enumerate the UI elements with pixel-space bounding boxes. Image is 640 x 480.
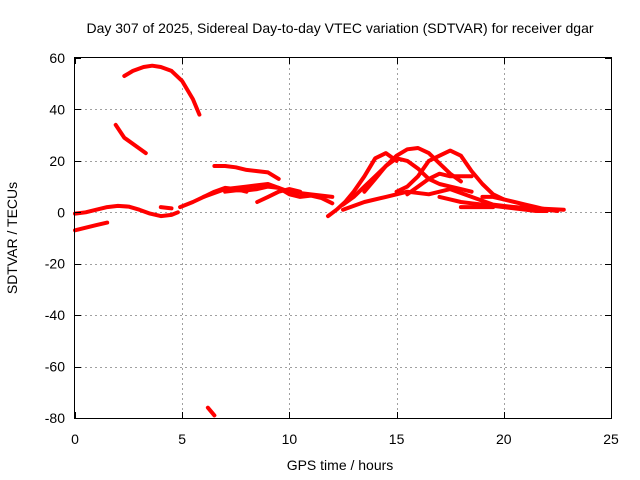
series-group	[73, 63, 566, 418]
plot-frame	[74, 57, 612, 419]
series-line-arc-9	[158, 205, 174, 211]
y-tick-label: -60	[45, 359, 65, 375]
ticks: 0 5 10 15 20 25 -80 -60 -40 -20 0 20 40 60	[45, 50, 619, 447]
x-tick-label: 10	[282, 431, 298, 447]
series-line-arc-21	[205, 405, 217, 418]
chart-title: Day 307 of 2025, Sidereal Day-to-day VTE…	[86, 20, 593, 36]
x-tick-label: 15	[389, 431, 405, 447]
y-axis-label: SDTVAR / TECUs	[4, 182, 20, 294]
x-axis-label: GPS time / hours	[287, 457, 394, 473]
y-tick-label: 20	[49, 153, 65, 169]
series-line-arc-13	[362, 156, 474, 194]
y-tick-label: 40	[49, 101, 65, 117]
series-line-arc-14	[394, 148, 506, 202]
series-line-arc-12	[341, 146, 463, 207]
series-line-arc-11	[326, 151, 399, 219]
series-line-arc-3	[122, 63, 202, 117]
y-tick-label: -40	[45, 307, 65, 323]
grid	[75, 58, 611, 418]
x-tick-label: 20	[496, 431, 512, 447]
series-line-arc-8	[201, 182, 335, 199]
x-tick-label: 25	[603, 431, 619, 447]
series-line-arc-10	[255, 187, 303, 204]
series-line-arc-6	[212, 164, 281, 181]
series-line-arc-16	[405, 171, 474, 197]
series-line-arc-4	[113, 122, 148, 156]
series-line-arc-1	[73, 203, 180, 219]
y-tick-label: 60	[49, 50, 65, 66]
x-tick-label: 5	[178, 431, 186, 447]
series-line-arc-20	[512, 205, 549, 213]
y-tick-label: -80	[45, 410, 65, 426]
y-tick-label: 0	[57, 204, 65, 220]
x-tick-label: 0	[71, 431, 79, 447]
series-line-arc-2	[73, 220, 110, 233]
y-tick-label: -20	[45, 256, 65, 272]
